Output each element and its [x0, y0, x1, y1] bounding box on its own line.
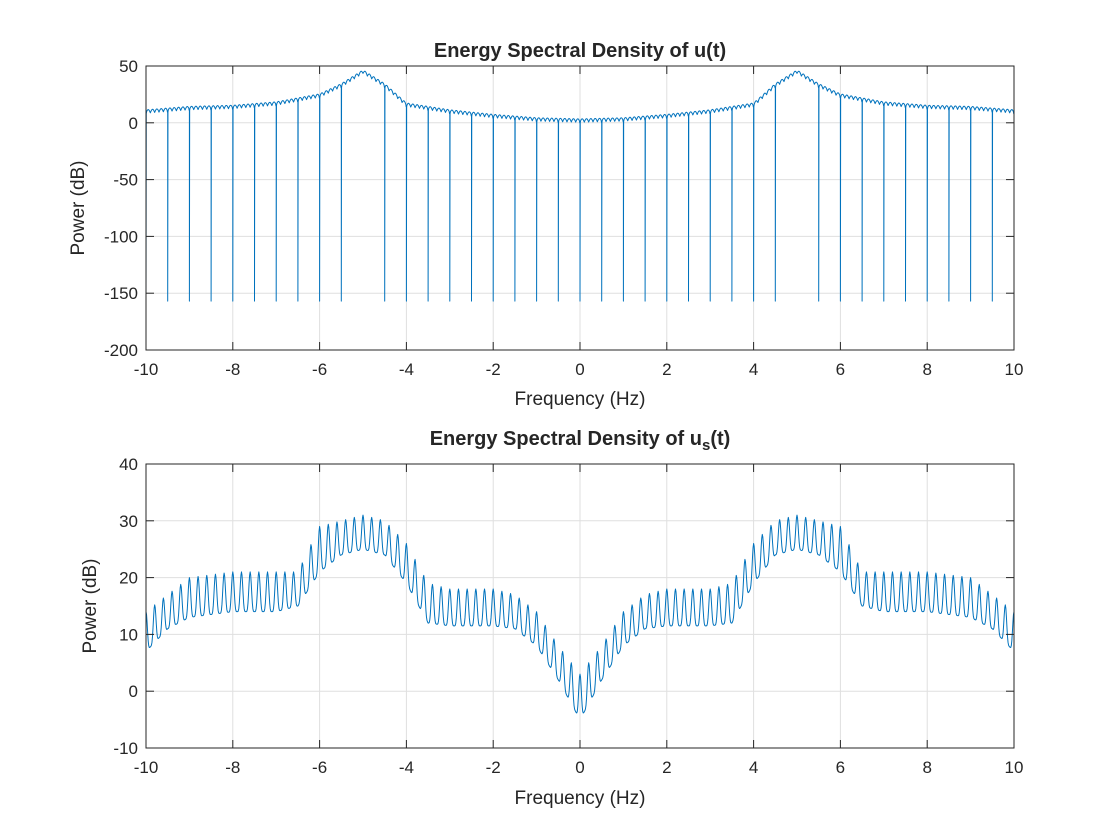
chart-top-xtick-label: -10	[134, 360, 159, 379]
chart-bottom-xtick-label: 8	[922, 758, 931, 777]
chart-top-ytick-label: -100	[104, 227, 138, 246]
chart-bottom-xtick-label: -4	[399, 758, 414, 777]
chart-bottom-xtick-label: 2	[662, 758, 671, 777]
chart-bottom-ytick-label: 40	[119, 455, 138, 474]
chart-bottom-xtick-label: 4	[749, 758, 758, 777]
chart-top-xlabel: Frequency (Hz)	[515, 389, 646, 410]
chart-top-series-line	[145, 70, 1015, 302]
chart-bottom-ytick-label: 0	[129, 682, 138, 701]
chart-bottom-axes-frame	[145, 463, 1015, 749]
chart-top-ytick-label: -150	[104, 284, 138, 303]
chart-top-title: Energy Spectral Density of u(t)	[434, 40, 726, 62]
chart-bottom-ytick-label: 10	[119, 625, 138, 644]
chart-bottom-xtick-label: 6	[836, 758, 845, 777]
chart-top-xtick-label: -8	[225, 360, 240, 379]
chart-top-ylabel: Power (dB)	[68, 160, 89, 255]
chart-bottom-xtick-label: -6	[312, 758, 327, 777]
chart-top-xtick-label: -2	[486, 360, 501, 379]
chart-bottom-ylabel: Power (dB)	[80, 558, 101, 653]
chart-bottom-title-suffix: (t)	[710, 428, 730, 450]
chart-bottom-title-subscript: s	[702, 437, 710, 454]
chart-bottom: Energy Spectral Density of us(t) Frequen…	[80, 428, 1023, 809]
chart-top-ytick-label: -200	[104, 341, 138, 360]
chart-bottom-title: Energy Spectral Density of us(t)	[430, 428, 731, 454]
chart-bottom-ytick-label: 20	[119, 569, 138, 588]
chart-top-xtick-label: 2	[662, 360, 671, 379]
chart-top-xtick-label: 6	[836, 360, 845, 379]
chart-bottom-xtick-label: 0	[575, 758, 584, 777]
chart-top-ytick-label: 50	[119, 57, 138, 76]
chart-top-ytick-label: -50	[113, 171, 138, 190]
chart-bottom-xlabel: Frequency (Hz)	[515, 788, 646, 809]
chart-top-xtick-label: -6	[312, 360, 327, 379]
chart-top-xtick-label: -4	[399, 360, 414, 379]
chart-top-axes-frame	[145, 65, 1015, 351]
chart-bottom-xtick-label: -2	[486, 758, 501, 777]
chart-bottom-ytick-label: 30	[119, 512, 138, 531]
chart-top-xtick-label: 10	[1005, 360, 1024, 379]
chart-bottom-xtick-label: -8	[225, 758, 240, 777]
chart-bottom-xtick-label: -10	[134, 758, 159, 777]
chart-bottom-series-line	[145, 514, 1015, 714]
chart-top-xtick-label: 4	[749, 360, 758, 379]
chart-top-xtick-label: 8	[922, 360, 931, 379]
chart-top-xtick-label: 0	[575, 360, 584, 379]
chart-bottom-xtick-label: 10	[1005, 758, 1024, 777]
chart-bottom-ytick-label: -10	[113, 739, 138, 758]
chart-top-ytick-label: 0	[129, 114, 138, 133]
chart-top: Energy Spectral Density of u(t) Frequenc…	[68, 40, 1023, 410]
